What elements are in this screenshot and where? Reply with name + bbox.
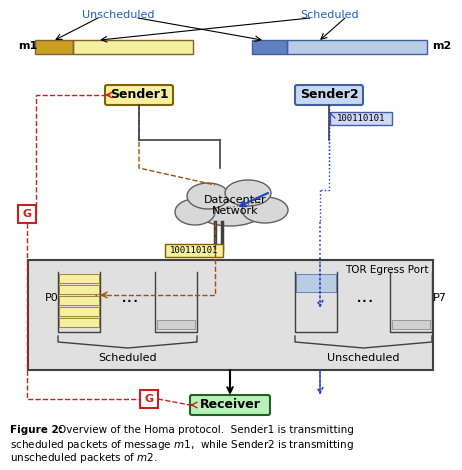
Bar xyxy=(18,205,36,223)
Ellipse shape xyxy=(225,180,271,206)
Text: Scheduled: Scheduled xyxy=(301,10,359,20)
Text: 100110101: 100110101 xyxy=(337,114,385,123)
Text: Sender2: Sender2 xyxy=(300,88,359,102)
Bar xyxy=(140,390,158,408)
Text: TOR Egress Port: TOR Egress Port xyxy=(346,265,429,275)
Text: G: G xyxy=(145,394,153,404)
Bar xyxy=(73,40,193,54)
Text: Figure 2:: Figure 2: xyxy=(10,425,63,435)
FancyBboxPatch shape xyxy=(105,85,173,105)
Text: scheduled packets of message $m1$,  while Sender2 is transmitting: scheduled packets of message $m1$, while… xyxy=(10,438,354,452)
Text: Unscheduled: Unscheduled xyxy=(327,353,400,363)
Text: ···: ··· xyxy=(121,292,140,312)
Text: Network: Network xyxy=(212,206,258,216)
Bar xyxy=(59,296,99,305)
Bar xyxy=(296,274,336,292)
Text: Sender1: Sender1 xyxy=(109,88,168,102)
Bar xyxy=(252,40,287,54)
Ellipse shape xyxy=(194,190,266,226)
Bar xyxy=(28,260,433,370)
Text: Receiver: Receiver xyxy=(200,399,261,412)
Ellipse shape xyxy=(242,197,288,223)
Text: Overview of the Homa protocol.  Sender1 is transmitting: Overview of the Homa protocol. Sender1 i… xyxy=(58,425,354,435)
Bar xyxy=(165,244,223,257)
Bar xyxy=(35,40,73,54)
Ellipse shape xyxy=(175,199,215,225)
FancyBboxPatch shape xyxy=(190,395,270,415)
Bar xyxy=(252,40,287,54)
Bar xyxy=(35,40,73,54)
Bar xyxy=(59,307,99,316)
Bar xyxy=(157,320,195,329)
Text: 100110101: 100110101 xyxy=(170,246,218,255)
Bar xyxy=(59,285,99,294)
Text: m1: m1 xyxy=(18,41,37,51)
Bar xyxy=(330,112,392,125)
Ellipse shape xyxy=(187,183,229,209)
Text: G: G xyxy=(23,209,31,219)
Bar xyxy=(392,320,430,329)
Text: m2: m2 xyxy=(432,41,451,51)
Text: P7: P7 xyxy=(433,293,447,303)
Text: ···: ··· xyxy=(356,292,374,312)
Text: unscheduled packets of $m2$.: unscheduled packets of $m2$. xyxy=(10,451,158,465)
Text: Datacenter: Datacenter xyxy=(204,195,266,205)
Text: Scheduled: Scheduled xyxy=(98,353,157,363)
Bar xyxy=(59,274,99,283)
Text: P0: P0 xyxy=(45,293,59,303)
Bar xyxy=(59,318,99,327)
FancyBboxPatch shape xyxy=(295,85,363,105)
Text: Unscheduled: Unscheduled xyxy=(82,10,154,20)
Bar xyxy=(287,40,427,54)
